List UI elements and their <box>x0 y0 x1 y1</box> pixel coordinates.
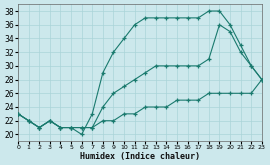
X-axis label: Humidex (Indice chaleur): Humidex (Indice chaleur) <box>80 152 200 161</box>
